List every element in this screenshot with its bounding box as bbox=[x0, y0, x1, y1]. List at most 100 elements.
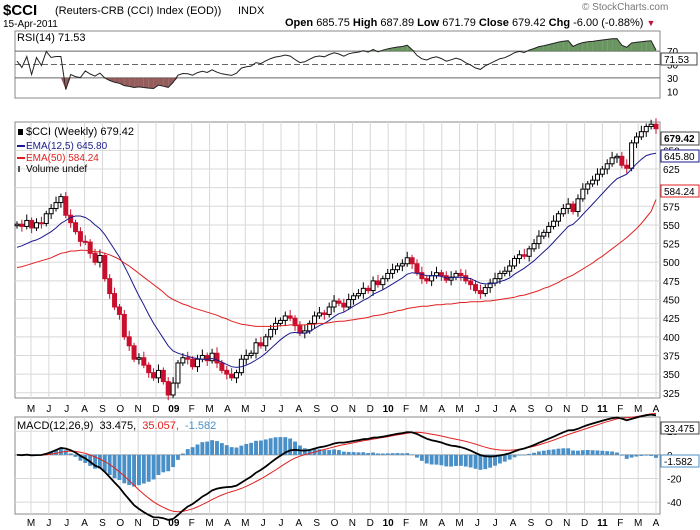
candle bbox=[633, 132, 639, 149]
candle bbox=[131, 342, 137, 363]
candle bbox=[419, 266, 425, 284]
candle-body bbox=[424, 278, 430, 282]
macd-histogram-bar bbox=[424, 454, 429, 464]
macd-histogram-bar bbox=[219, 443, 224, 455]
open-label: Open bbox=[285, 17, 314, 29]
rsi-oversold-fill bbox=[168, 77, 174, 88]
candle-body bbox=[365, 287, 371, 292]
rsi-oversold-fill bbox=[138, 77, 144, 88]
macd-histogram-bar bbox=[171, 454, 176, 468]
candle-body bbox=[258, 342, 264, 347]
legend-volume: Volume undef bbox=[26, 164, 87, 175]
rsi-overbought-fill bbox=[646, 40, 652, 52]
candle bbox=[141, 351, 147, 369]
candle-body bbox=[321, 312, 327, 315]
ema-short-line bbox=[16, 152, 657, 368]
candle bbox=[599, 166, 605, 178]
x-tick-label: A bbox=[438, 518, 445, 529]
macd-histogram-bar bbox=[97, 454, 102, 469]
candle bbox=[63, 192, 69, 219]
candle bbox=[468, 277, 474, 290]
x-axis-bottom: M J J A S O N D 09 F M A M J J A S O N D 10 F M A M J J A S O N D 11 F M A bbox=[27, 518, 660, 529]
candle bbox=[316, 306, 322, 319]
candle bbox=[375, 274, 381, 288]
macd-histogram-bar bbox=[210, 440, 215, 455]
candle bbox=[229, 368, 235, 381]
candle-body bbox=[34, 222, 40, 229]
candle bbox=[326, 302, 332, 318]
candle bbox=[380, 275, 386, 290]
candle-body bbox=[209, 352, 215, 362]
x-tick-label: F bbox=[617, 404, 623, 415]
rsi-overbought-fill bbox=[568, 40, 574, 52]
macd-histogram-bar bbox=[439, 454, 444, 466]
candle-body bbox=[131, 345, 137, 360]
candle-body bbox=[599, 168, 605, 175]
candle-body bbox=[570, 203, 576, 213]
macd-histogram-bar bbox=[341, 451, 346, 455]
macd-histogram-bar bbox=[536, 451, 541, 455]
rsi-overbought-fill bbox=[558, 41, 564, 52]
candle bbox=[331, 295, 337, 313]
macd-histogram-bar bbox=[112, 454, 117, 479]
candle bbox=[185, 351, 191, 365]
candle-body bbox=[614, 155, 620, 159]
rsi-overbought-fill bbox=[582, 41, 588, 52]
candle bbox=[312, 311, 318, 329]
macd-histogram-bar bbox=[185, 449, 190, 455]
candle-body bbox=[190, 358, 196, 368]
rsi-overbought-fill bbox=[621, 45, 627, 52]
macd-histogram-bar bbox=[654, 454, 658, 458]
rsi-overbought-fill bbox=[592, 40, 598, 52]
candle-body bbox=[565, 203, 571, 210]
rsi-oversold-fill bbox=[143, 77, 149, 89]
macd-histogram-bar bbox=[307, 449, 312, 455]
price-tick-label: 425 bbox=[663, 314, 680, 325]
macd-histogram-bar bbox=[293, 441, 297, 455]
candle-body bbox=[458, 272, 464, 277]
macd-histogram-bar bbox=[283, 437, 288, 455]
candle-body bbox=[590, 179, 596, 185]
candle-body bbox=[521, 254, 527, 257]
candle-body bbox=[224, 369, 230, 375]
candle bbox=[180, 353, 186, 366]
x-tick-label: J bbox=[261, 518, 266, 529]
x-tick-label: 11 bbox=[597, 518, 608, 529]
x-tick-label: 09 bbox=[168, 404, 180, 415]
x-tick-label: M bbox=[241, 518, 249, 529]
macd-legend-macd: 33.475, bbox=[99, 420, 136, 432]
candle bbox=[458, 268, 464, 281]
candle-body bbox=[180, 357, 186, 364]
rsi-oversold-fill bbox=[65, 77, 71, 90]
candle-body bbox=[24, 219, 30, 227]
x-tick-label: S bbox=[99, 404, 106, 415]
macd-histogram-bar bbox=[176, 454, 180, 460]
candle-body bbox=[307, 322, 313, 332]
rsi-overbought-fill bbox=[563, 40, 569, 52]
macd-histogram-bar bbox=[151, 454, 156, 480]
x-tick-label: J bbox=[46, 404, 51, 415]
candle bbox=[24, 214, 30, 230]
candle bbox=[253, 338, 259, 359]
candle bbox=[263, 333, 269, 352]
macd-histogram-bar bbox=[122, 454, 127, 484]
candle-body bbox=[185, 357, 191, 360]
candle bbox=[438, 269, 444, 281]
candle-body bbox=[331, 300, 337, 308]
candle bbox=[351, 292, 357, 305]
candle-body bbox=[102, 255, 108, 280]
macd-last-box bbox=[660, 421, 700, 435]
candle-body bbox=[116, 306, 122, 315]
candle bbox=[160, 367, 166, 385]
macd-histogram-bar bbox=[595, 450, 600, 455]
macd-histogram-bar bbox=[302, 448, 307, 455]
candle bbox=[190, 356, 196, 370]
candle-body bbox=[253, 342, 259, 354]
x-tick-label: F bbox=[403, 404, 409, 415]
rsi-overbought-fill bbox=[607, 38, 613, 52]
candle bbox=[346, 293, 352, 310]
macd-histogram-bar bbox=[400, 453, 405, 455]
candle bbox=[19, 219, 25, 232]
index-name: (Reuters-CRB (CCI) Index (EOD)) bbox=[55, 5, 222, 17]
